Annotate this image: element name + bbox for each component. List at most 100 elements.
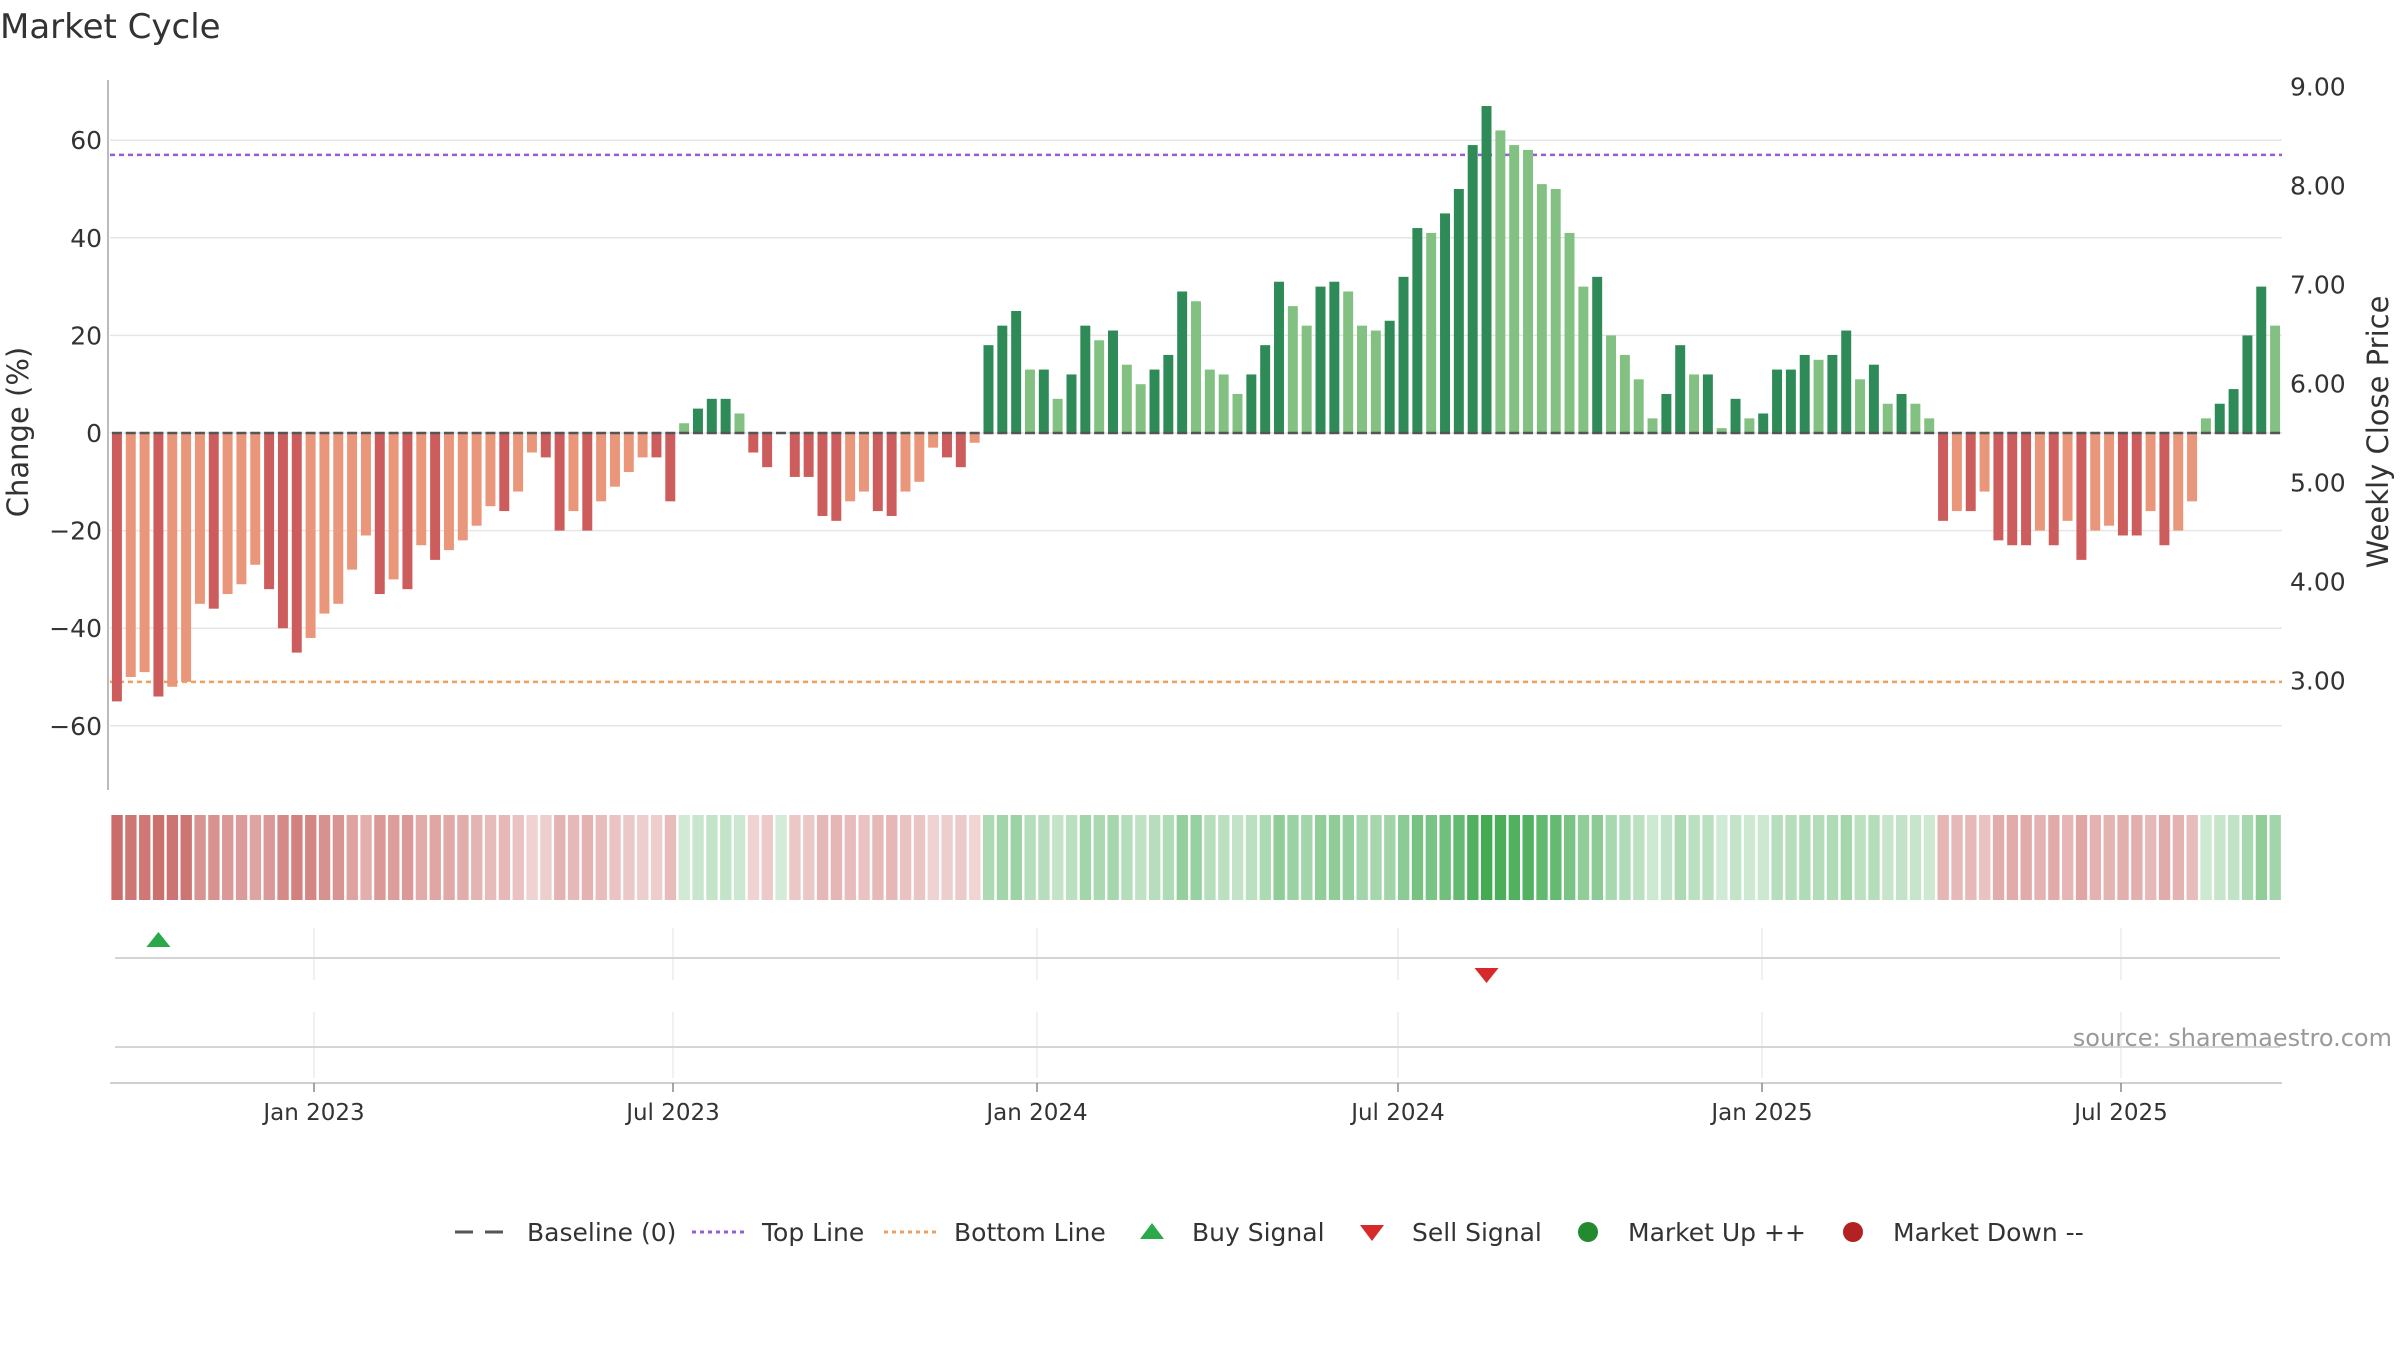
bar [1827, 354, 1838, 433]
bar [167, 433, 178, 687]
heat-cell [595, 815, 607, 900]
bar [125, 433, 136, 677]
bar [1702, 374, 1713, 433]
bar [1785, 369, 1796, 433]
bar [139, 433, 150, 673]
heat-cell [567, 815, 580, 900]
bar [1038, 369, 1049, 433]
bar [1661, 393, 1672, 433]
bar [1924, 418, 1935, 433]
heat-cell [955, 815, 967, 900]
bar [1274, 281, 1284, 433]
y-tick-label: 60 [70, 126, 102, 155]
bar [623, 433, 634, 473]
heat-cell [899, 815, 912, 900]
bar [2048, 433, 2059, 546]
heat-cell [913, 815, 926, 900]
bar [1218, 374, 1229, 433]
bar [360, 433, 371, 536]
bar [485, 433, 496, 507]
bar [1440, 213, 1450, 433]
heat-cell [208, 815, 220, 900]
bar [1108, 330, 1118, 433]
heat-cell [1536, 815, 1548, 900]
legend-label: Bottom Line [954, 1218, 1106, 1247]
bar [2145, 433, 2156, 512]
heat-cell [775, 815, 787, 900]
bar [2214, 403, 2225, 433]
heat-cell [318, 815, 331, 900]
heat-cell [111, 815, 123, 900]
bar [942, 433, 952, 458]
bar [291, 433, 302, 653]
bar [1813, 359, 1824, 433]
sell-signal-marker [1474, 968, 1499, 983]
heat-cell [1480, 815, 1493, 900]
bar [2270, 325, 2281, 433]
bar [1578, 286, 1589, 433]
bar [2242, 335, 2253, 433]
heat-cell [1439, 815, 1451, 900]
bar [430, 433, 441, 560]
bar [347, 433, 358, 570]
heat-cell [471, 815, 483, 900]
bar [1799, 354, 1810, 433]
heat-cell [969, 815, 981, 900]
heat-cell [2020, 815, 2032, 900]
heat-cell [1508, 815, 1521, 900]
bar [900, 433, 911, 492]
heat-cell [1702, 815, 1714, 900]
legend-sell-icon [1360, 1225, 1384, 1241]
bar [1343, 291, 1354, 433]
bar [1467, 145, 1478, 433]
heat-cell [152, 815, 165, 900]
bar [250, 433, 261, 565]
bar [1260, 345, 1271, 433]
heat-cell [2186, 815, 2198, 900]
bar [1979, 433, 1990, 492]
bar [1509, 145, 1520, 433]
heat-cell [1231, 815, 1244, 900]
heat-cell [1882, 815, 1894, 900]
bar [706, 398, 717, 433]
heat-cell [941, 815, 953, 900]
bar [651, 433, 662, 458]
bar [554, 433, 565, 531]
heat-cell [1038, 815, 1050, 900]
heat-cell [2131, 815, 2143, 900]
bar [333, 433, 344, 604]
bar [2187, 433, 2198, 502]
bar [817, 433, 828, 516]
y2-tick-label: 4.00 [2290, 568, 2346, 597]
legend: Baseline (0) Top Line Bottom Line Buy Signa… [455, 1218, 2084, 1247]
bar [2228, 389, 2239, 433]
bar [457, 433, 468, 541]
x-tick-label: Jul 2023 [624, 1100, 720, 1126]
heat-cell [872, 815, 884, 900]
heat-cell [1591, 815, 1604, 900]
heat-cell [1121, 815, 1133, 900]
bar [1301, 325, 1312, 433]
heat-cell [996, 815, 1009, 900]
heat-cell [1771, 815, 1783, 900]
bar [1052, 398, 1063, 433]
bar [2104, 433, 2115, 526]
bar [1744, 418, 1755, 433]
heat-cell [581, 815, 594, 900]
bar [443, 433, 454, 551]
bar [582, 433, 593, 531]
heat-cell [1384, 815, 1396, 900]
heat-cell [443, 815, 455, 900]
bar [1025, 369, 1035, 433]
heat-cell [1757, 815, 1770, 900]
heat-cell [235, 815, 248, 900]
y-axis-label: Change (%) [1, 347, 35, 517]
heat-cell [1204, 815, 1216, 900]
heat-cell [388, 815, 400, 900]
heat-cell [1494, 815, 1507, 900]
heat-cell [2062, 815, 2074, 900]
bar [194, 433, 205, 604]
bar [1246, 374, 1257, 433]
legend-circle-icon [1578, 1222, 1598, 1242]
bar [1592, 276, 1603, 433]
